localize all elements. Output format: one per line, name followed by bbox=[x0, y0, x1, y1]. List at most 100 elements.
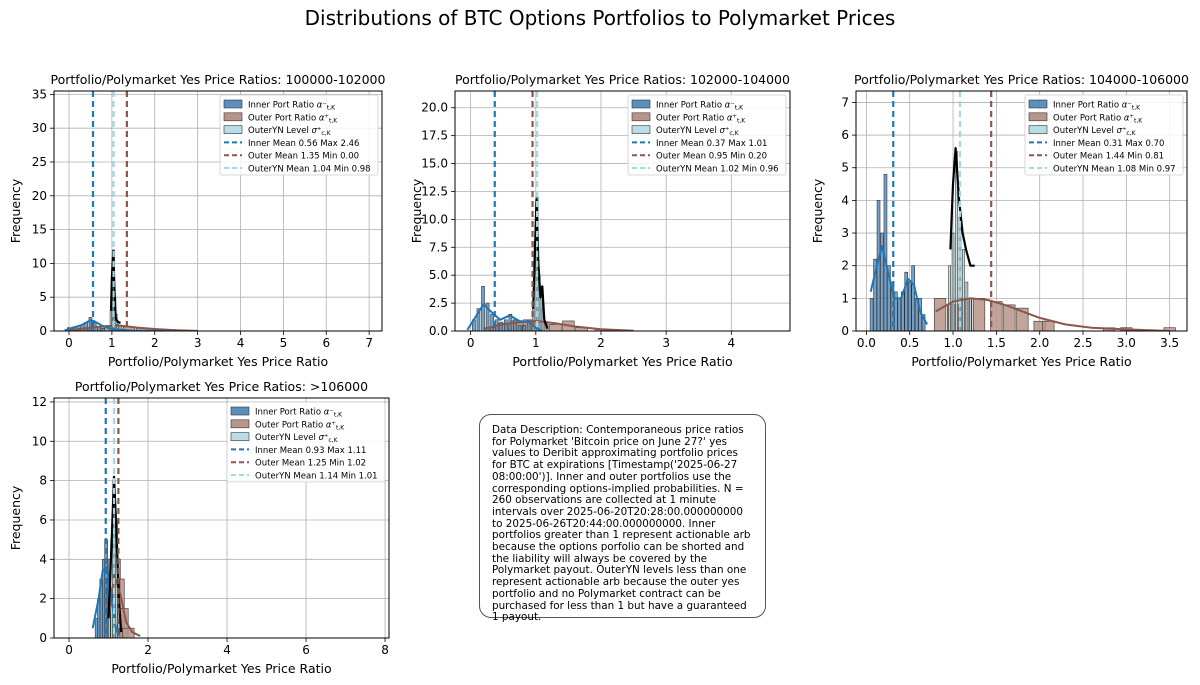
x-tick-label: 4 bbox=[223, 643, 231, 657]
inner-bar bbox=[504, 319, 508, 331]
y-tick-label: 0 bbox=[39, 631, 47, 645]
subplot-title: Portfolio/Polymarket Yes Price Ratios: 1… bbox=[455, 72, 790, 87]
legend-label: Inner Mean 0.31 Max 0.70 bbox=[1053, 139, 1164, 149]
y-tick-label: 35 bbox=[32, 87, 47, 101]
inner-bar bbox=[522, 325, 526, 331]
outeryn-kde-line bbox=[532, 198, 549, 330]
legend-label: Inner Port Ratio α⁻t,K bbox=[248, 101, 336, 112]
x-tick-label: 3 bbox=[194, 336, 202, 350]
inner-bar bbox=[911, 265, 915, 331]
plot-area bbox=[466, 91, 634, 331]
inner-legend-swatch bbox=[1028, 99, 1048, 109]
y-tick-label: 10 bbox=[32, 256, 47, 270]
y-tick-label: 25 bbox=[32, 155, 47, 169]
axes-frame bbox=[53, 397, 390, 639]
inner-bar bbox=[490, 313, 494, 331]
x-tick-label: 1 bbox=[108, 336, 116, 350]
outer-bar bbox=[972, 298, 986, 331]
y-tick-label: 20.0 bbox=[421, 101, 448, 115]
y-tick-label: 2 bbox=[39, 592, 47, 606]
x-tick-label: 2 bbox=[597, 336, 605, 350]
x-axis-label: Portfolio/Polymarket Yes Price Ratio bbox=[911, 354, 1131, 369]
legend-label: Inner Mean 0.37 Max 1.01 bbox=[656, 139, 767, 149]
legend-label: Outer Port Ratio α⁺t,K bbox=[1053, 113, 1143, 124]
legend-label: Outer Mean 1.44 Min 0.81 bbox=[1053, 152, 1164, 162]
axes-frame bbox=[855, 90, 1188, 332]
y-tick-label: 8 bbox=[39, 474, 47, 488]
subplot-title: Portfolio/Polymarket Yes Price Ratios: >… bbox=[75, 379, 368, 394]
legend-frame bbox=[226, 401, 386, 483]
legend-label: Outer Port Ratio α⁺t,K bbox=[255, 420, 345, 431]
y-tick-label: 3 bbox=[841, 226, 849, 240]
inner-bar bbox=[880, 232, 884, 331]
y-tick-label: 15.0 bbox=[421, 157, 448, 171]
outeryn-bar bbox=[948, 265, 951, 331]
legend-label: OuterYN Mean 1.04 Min 0.98 bbox=[248, 165, 371, 175]
x-tick-label: 0 bbox=[467, 336, 475, 350]
legend-label: Outer Port Ratio α⁺t,K bbox=[656, 113, 746, 124]
x-tick-label: 0 bbox=[65, 336, 73, 350]
x-tick-label: 6 bbox=[322, 336, 330, 350]
y-tick-label: 12 bbox=[32, 395, 47, 409]
outer-bar bbox=[990, 301, 1003, 331]
outer-bar bbox=[1042, 320, 1055, 331]
x-tick-label: 2 bbox=[144, 643, 152, 657]
x-tick-label: 1.0 bbox=[944, 336, 963, 350]
legend-label: Inner Port Ratio α⁻t,K bbox=[1053, 101, 1141, 112]
figure-title: Distributions of BTC Options Portfolios … bbox=[304, 6, 896, 30]
outer-bar bbox=[549, 324, 562, 331]
y-tick-label: 5 bbox=[841, 161, 849, 175]
y-tick-label: 20 bbox=[32, 189, 47, 203]
legend-label: OuterYN Mean 1.02 Min 0.96 bbox=[656, 165, 779, 175]
outeryn-legend-swatch bbox=[631, 125, 651, 134]
inner-bar bbox=[907, 281, 912, 331]
inner-bar bbox=[101, 327, 106, 331]
x-tick-label: 0.5 bbox=[900, 336, 919, 350]
outer-bar bbox=[933, 298, 947, 331]
inner-bar bbox=[526, 319, 531, 331]
y-tick-label: 7.5 bbox=[429, 240, 448, 254]
y-tick-label: 6 bbox=[39, 513, 47, 527]
legend-label: OuterYN Mean 1.14 Min 1.01 bbox=[255, 472, 378, 482]
axes-frame bbox=[454, 90, 791, 332]
y-tick-label: 7 bbox=[841, 95, 849, 109]
outer-legend-swatch bbox=[1028, 112, 1048, 122]
inner-bar bbox=[887, 265, 891, 331]
y-tick-label: 30 bbox=[32, 121, 47, 135]
chart-panel: 0 1 2 3 4 0.0 2.5 5.0 7.5 10.0 12.5 15.0 17.5 20.0 Por… bbox=[409, 72, 791, 369]
y-tick-label: 6 bbox=[841, 128, 849, 142]
inner-kde-line bbox=[869, 245, 928, 325]
outeryn-bar bbox=[116, 323, 119, 331]
x-tick-label: 8 bbox=[381, 643, 389, 657]
outeryn-bar bbox=[965, 281, 969, 331]
outeryn-kde-line bbox=[109, 250, 121, 324]
legend-label: Inner Port Ratio α⁻t,K bbox=[255, 408, 343, 419]
legend-label: OuterYN Level σ⁺c,K bbox=[248, 126, 332, 137]
axes-frame bbox=[53, 90, 383, 332]
legend-label: Outer Mean 1.25 Min 1.02 bbox=[255, 459, 366, 469]
x-tick-label: 6 bbox=[302, 643, 310, 657]
legend-frame bbox=[1024, 94, 1184, 176]
y-axis-label: Frequency bbox=[409, 178, 424, 243]
x-tick-label: 2 bbox=[151, 336, 159, 350]
legend-label: Outer Mean 1.35 Min 0.00 bbox=[248, 152, 359, 162]
x-tick-label: 0.0 bbox=[857, 336, 876, 350]
x-tick-label: 2.0 bbox=[1030, 336, 1049, 350]
outer-legend-swatch bbox=[631, 112, 651, 122]
outeryn-bar bbox=[969, 298, 972, 331]
outer-legend-swatch bbox=[223, 112, 243, 122]
y-tick-label: 15 bbox=[32, 223, 47, 237]
outer-kde-line bbox=[68, 324, 198, 331]
x-tick-label: 4 bbox=[728, 336, 736, 350]
inner-bar bbox=[869, 298, 874, 331]
plot-area bbox=[869, 91, 1176, 331]
chart-panel: 0.0 0.5 1.0 1.5 2.0 2.5 3.0 3.5 0 1 2 3 4 5 6 7 Portfoli… bbox=[810, 72, 1189, 369]
x-tick-label: 7 bbox=[365, 336, 373, 350]
subplot-title: Portfolio/Polymarket Yes Price Ratios: 1… bbox=[854, 72, 1189, 87]
y-tick-label: 2 bbox=[841, 259, 849, 273]
outeryn-bar bbox=[951, 232, 955, 331]
x-tick-label: 1 bbox=[532, 336, 540, 350]
